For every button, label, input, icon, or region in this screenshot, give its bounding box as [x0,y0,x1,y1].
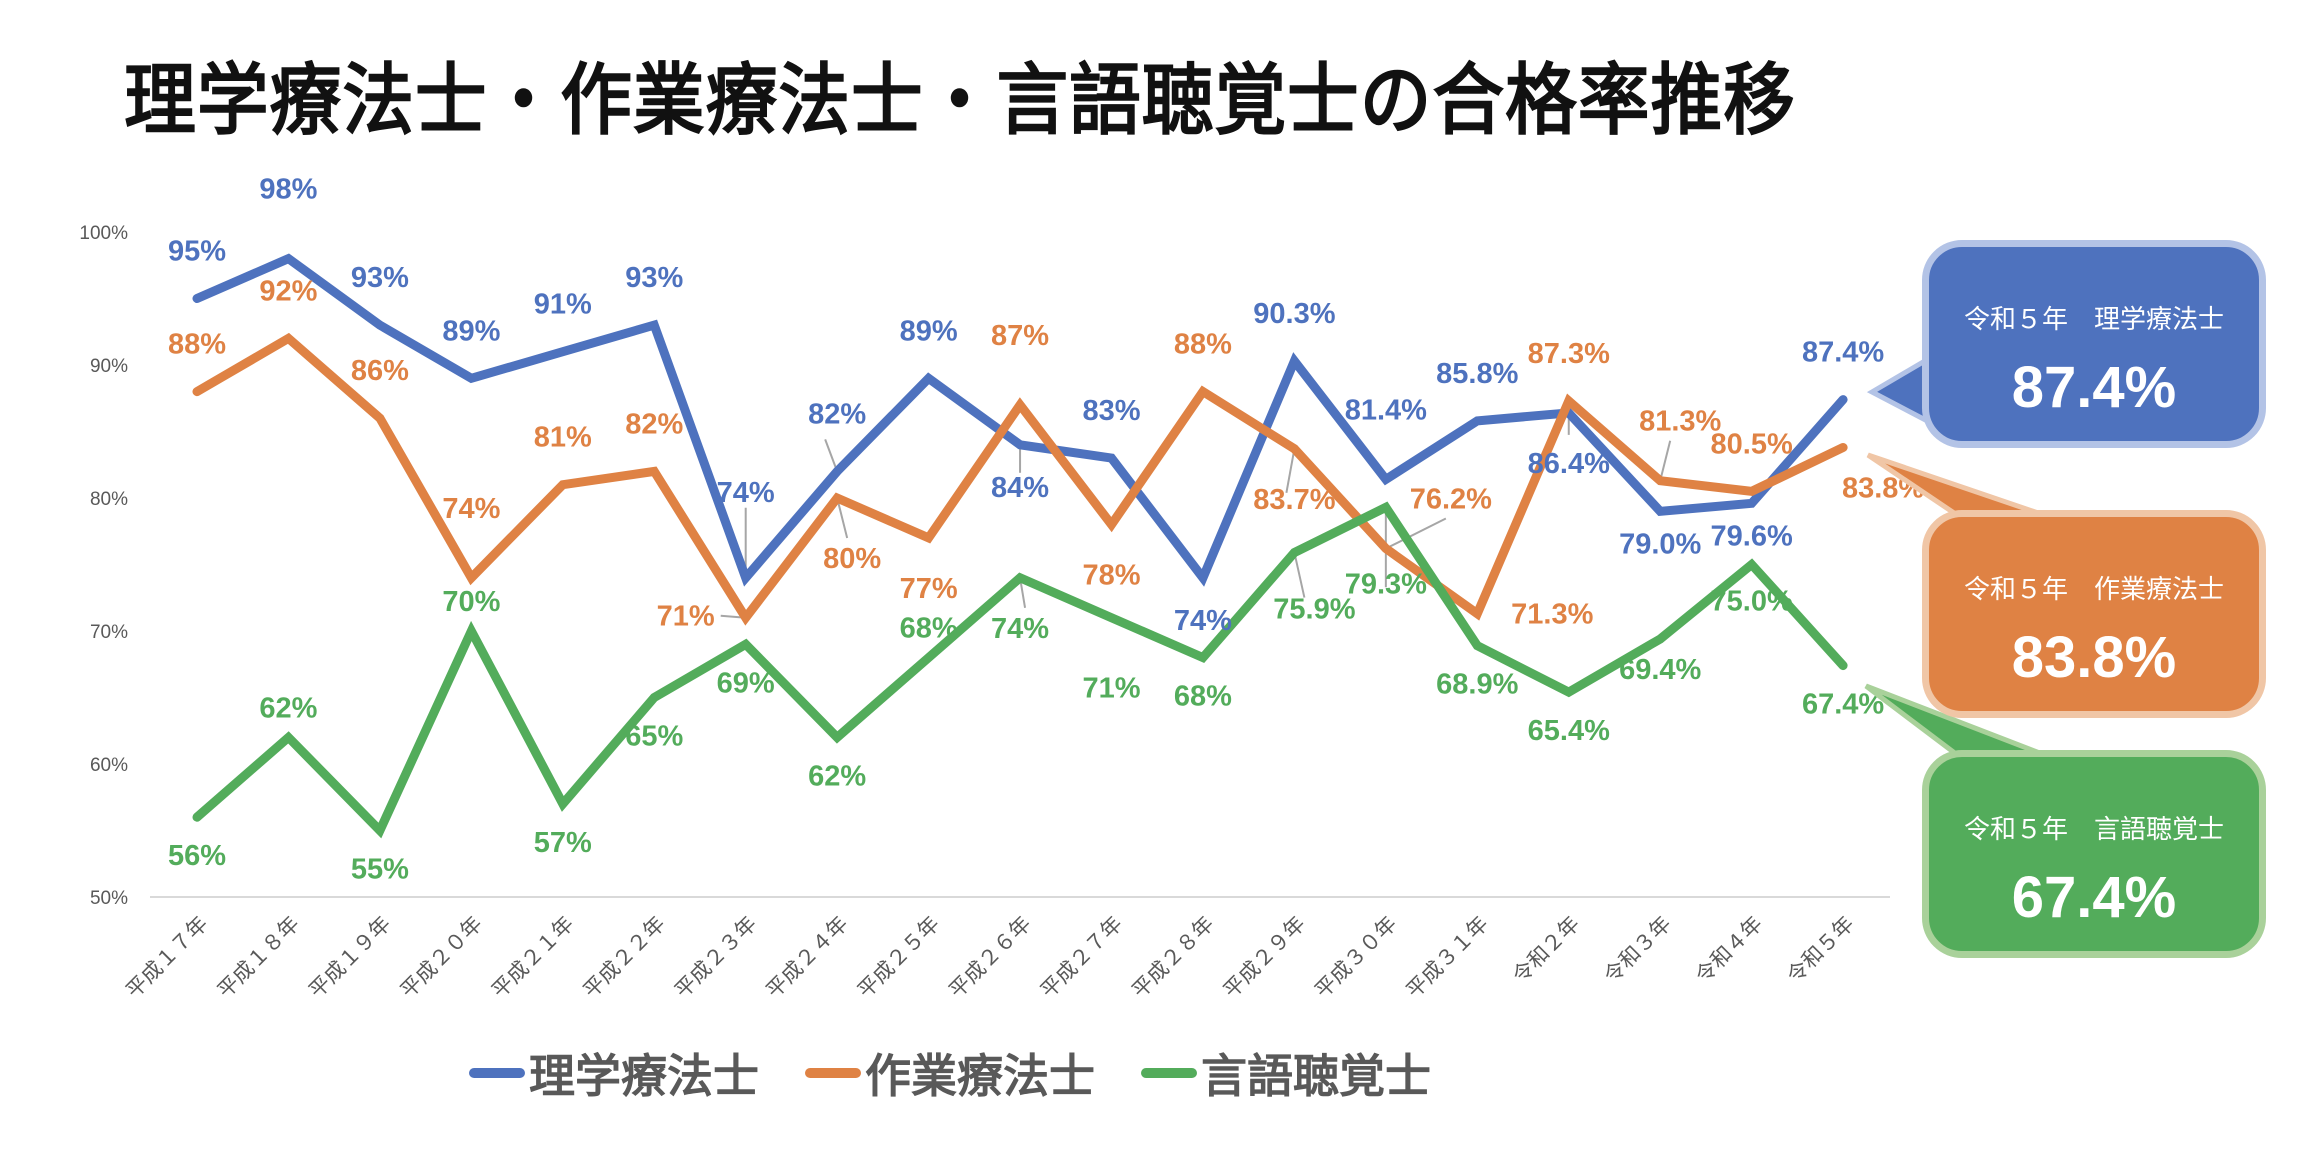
legend-item-ot[interactable]: 作業療法士 [805,1040,1095,1106]
callout-pt-2023: 令和５年 理学療法士 87.4% [1922,240,2266,448]
data-label: 55% [351,854,409,886]
legend-swatch-pt [469,1068,525,1078]
data-label: 67.4% [1802,689,1884,721]
callout-ot-2023: 令和５年 作業療法士 83.8% [1922,510,2266,718]
series-line-st [192,501,1848,839]
data-label: 93% [625,262,683,294]
leader-line [1659,440,1672,481]
data-label: 87% [991,320,1049,352]
data-label: 87.3% [1528,338,1610,370]
callout-subtitle: 令和５年 作業療法士 [1963,575,2224,605]
data-label: 91% [534,289,592,321]
data-label: 89% [900,315,958,347]
data-label: 80% [823,543,881,575]
callout-subtitle: 令和５年 理学療法士 [1963,305,2224,335]
legend-label: 理学療法士 [529,1049,759,1103]
legend-label: 言語聴覚士 [1201,1049,1431,1103]
series-lines [192,253,1848,839]
callout-pointer-ot [1866,452,2051,520]
callout-value: 83.8% [2011,625,2177,690]
data-label: 81.4% [1345,394,1427,426]
data-label: 86% [351,355,409,387]
data-label: 57% [534,827,592,859]
data-label: 69% [717,667,775,699]
data-label: 77% [900,573,958,605]
data-label: 85.8% [1436,358,1518,390]
series-line-ot [192,332,1848,626]
data-label: 89% [442,315,500,347]
data-label: 92% [259,275,317,307]
data-label: 78% [1082,560,1140,592]
data-label: 82% [625,408,683,440]
data-label: 69.4% [1619,654,1701,686]
data-label: 90.3% [1253,298,1335,330]
legend-swatch-ot [805,1068,861,1078]
y-tick-label: 100% [79,223,128,244]
data-label: 62% [259,692,317,724]
data-label: 88% [168,329,226,361]
callout-value: 67.4% [2011,865,2177,930]
data-label: 68% [1174,681,1232,713]
data-label: 75.0% [1711,586,1793,618]
chart-title: 理学療法士・作業療法士・言語聴覚士の合格率推移 [124,56,1796,146]
data-label: 80.5% [1711,428,1793,460]
data-label: 74% [717,477,775,509]
data-label: 74% [991,613,1049,645]
leader-line [1285,448,1296,493]
data-label: 81.3% [1639,406,1721,438]
data-label: 65% [625,721,683,753]
data-label: 79.3% [1345,568,1427,600]
data-label: 68.9% [1436,669,1518,701]
data-label: 84% [991,472,1049,504]
legend-label: 作業療法士 [865,1049,1095,1103]
y-tick-label: 80% [90,489,128,510]
leader-line [1293,552,1306,598]
data-label: 82% [808,398,866,430]
data-label: 98% [259,174,317,206]
leader-line [824,439,839,472]
data-label: 88% [1174,329,1232,361]
data-label: 65.4% [1528,715,1610,747]
legend-item-pt[interactable]: 理学療法士 [469,1040,759,1106]
legend-item-st[interactable]: 言語聴覚士 [1141,1040,1431,1106]
data-label: 75.9% [1273,594,1355,626]
legend-swatch-st [1141,1068,1197,1078]
y-tick-label: 60% [90,755,128,776]
data-label: 86.4% [1528,448,1610,480]
data-label: 74% [1174,605,1232,637]
data-label: 83.7% [1253,484,1335,516]
data-label: 71.3% [1511,599,1593,631]
data-label: 81% [534,422,592,454]
data-label: 87.4% [1802,337,1884,369]
y-axis: 50% 60% 70% 80% 90% 100% [79,223,128,909]
data-label: 76.2% [1410,484,1492,516]
data-label: 62% [808,760,866,792]
callout-value: 87.4% [2011,355,2177,420]
series-line-pt [192,253,1848,587]
y-tick-label: 70% [90,622,128,643]
legend: 理学療法士 作業療法士 言語聴覚士 [0,1040,1900,1106]
data-label: 79.0% [1619,528,1701,560]
data-label: 95% [168,236,226,268]
data-label: 70% [442,586,500,618]
leader-line [836,497,849,539]
data-labels: 95% 98% 93% 89% 91% 93% 74% 82% 89% 84% 83% 74% 90.3… [168,174,1924,886]
callout-subtitle: 令和５年 言語聴覚士 [1963,815,2224,845]
data-label: 68% [900,613,958,645]
leader-line [1385,517,1447,550]
data-label: 71% [1082,673,1140,705]
y-tick-label: 50% [90,888,128,909]
data-label: 93% [351,262,409,294]
data-label: 71% [657,601,715,633]
data-label: 83% [1082,395,1140,427]
data-label: 74% [442,493,500,525]
data-label: 56% [168,840,226,872]
y-tick-label: 90% [90,356,128,377]
data-label: 79.6% [1711,520,1793,552]
callout-st-2023: 令和５年 言語聴覚士 67.4% [1922,750,2266,958]
